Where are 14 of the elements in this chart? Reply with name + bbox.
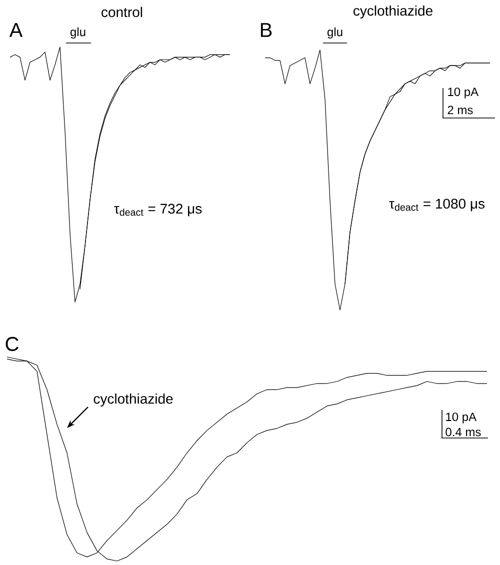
- text: A: [9, 23, 23, 37]
- annotation: τ$_{deact}$ = 732 μs: [114, 204, 202, 216]
- annotation: 10 pA: [446, 412, 477, 424]
- text: cyclothiazide: [94, 393, 173, 407]
- text: glu: [70, 27, 86, 39]
- annotation: 10 pA: [448, 88, 479, 98]
- annotation: τ$_{deact}$ = 1080 μs: [389, 198, 485, 212]
- annotation: 0.4 ms: [446, 428, 481, 436]
- text: glu: [327, 27, 342, 39]
- chart-title: cyclothiazide: [354, 5, 432, 19]
- text: C: [6, 336, 18, 352]
- chart-title: control: [102, 6, 142, 18]
- text: B: [260, 23, 272, 37]
- annotation: 2 ms: [448, 106, 473, 114]
